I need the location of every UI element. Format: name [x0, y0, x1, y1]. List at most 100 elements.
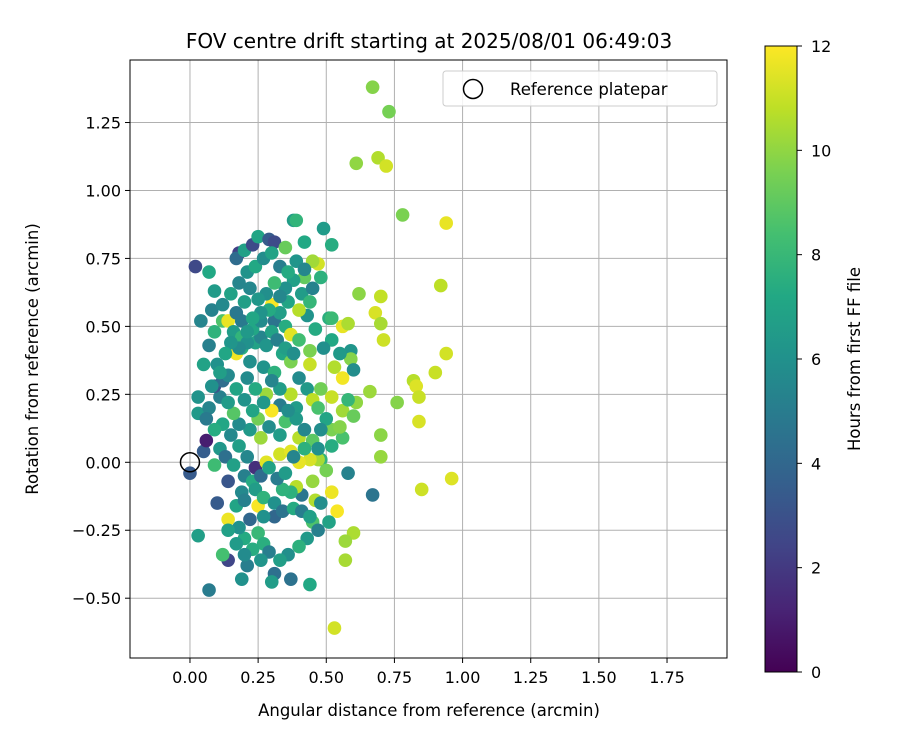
y-tick-label: 0.50 [85, 317, 121, 336]
data-point [207, 458, 222, 472]
data-point [243, 354, 257, 369]
data-point [245, 403, 260, 418]
x-tick-label: 1.50 [581, 668, 617, 687]
data-point [311, 441, 325, 456]
data-point [207, 422, 222, 437]
data-point [330, 504, 344, 519]
data-point [297, 441, 312, 456]
data-point [256, 509, 271, 524]
data-point [218, 346, 233, 361]
data-point [368, 305, 383, 320]
data-point [303, 357, 317, 372]
data-point [237, 493, 252, 508]
data-point [226, 406, 241, 421]
data-point [341, 316, 355, 331]
x-tick-label: 1.00 [445, 668, 481, 687]
y-tick-label: −0.25 [72, 521, 121, 540]
data-point [335, 403, 350, 418]
data-point [324, 390, 339, 404]
data-point [324, 311, 339, 326]
data-point [221, 512, 235, 527]
data-point [300, 382, 314, 396]
data-point [414, 482, 429, 497]
data-point [273, 289, 287, 304]
data-point [335, 431, 350, 445]
data-point [207, 325, 222, 339]
data-point [202, 265, 216, 279]
data-point [281, 403, 295, 418]
data-point [204, 303, 219, 317]
data-point [303, 295, 317, 309]
data-point [319, 412, 334, 426]
x-axis-ticks: 0.00 0.25 0.50 0.75 1.00 1.25 1.50 1.75 [172, 658, 685, 687]
data-point [240, 558, 255, 573]
data-point [284, 572, 298, 586]
data-point [215, 547, 230, 562]
colorbar-tick-label: 6 [811, 350, 821, 369]
data-point [240, 325, 255, 339]
legend: Reference platepar [442, 70, 718, 107]
data-point [199, 433, 214, 448]
data-point [363, 384, 377, 399]
data-point [444, 471, 459, 486]
data-point [234, 572, 249, 586]
data-point [327, 621, 342, 635]
data-point [273, 428, 287, 442]
data-point [229, 382, 244, 396]
data-point [303, 452, 317, 467]
data-point [311, 523, 325, 538]
data-point [221, 474, 235, 489]
legend-box [442, 70, 718, 107]
data-point [251, 526, 265, 540]
data-point [341, 466, 355, 480]
data-point [221, 523, 235, 538]
data-point [395, 208, 410, 222]
data-point [232, 417, 246, 432]
data-point [264, 246, 279, 260]
data-point [311, 401, 325, 415]
x-tick-label: 0.75 [377, 668, 413, 687]
y-axis-label: Rotation from reference (arcmin) [23, 223, 42, 495]
data-point [256, 490, 271, 505]
data-point [316, 221, 331, 236]
data-point [314, 382, 328, 396]
data-point [286, 346, 301, 361]
data-point [259, 338, 274, 353]
data-point [314, 270, 328, 285]
data-point [346, 363, 361, 377]
data-point [346, 409, 361, 423]
data-point [428, 365, 443, 380]
scatter-points [183, 80, 459, 635]
data-point [373, 428, 388, 442]
data-point [376, 333, 391, 347]
data-point [284, 387, 298, 402]
data-point [275, 504, 290, 519]
data-point [286, 450, 301, 464]
legend-entry: Reference platepar [510, 80, 668, 99]
data-point [365, 488, 380, 502]
data-point [297, 262, 312, 277]
data-point [303, 344, 317, 358]
data-point [264, 373, 279, 388]
data-point [333, 420, 347, 434]
data-point [254, 553, 268, 567]
data-point [292, 539, 306, 554]
data-point [194, 314, 208, 328]
x-tick-label: 0.00 [172, 668, 208, 687]
data-point [314, 496, 328, 510]
colorbar-tick-label: 4 [811, 454, 821, 473]
data-point [210, 496, 225, 510]
data-point [273, 447, 287, 461]
data-point [251, 229, 265, 244]
data-point [183, 466, 197, 480]
data-point [224, 335, 238, 350]
data-point [352, 286, 366, 301]
chart-title: FOV centre drift starting at 2025/08/01 … [186, 29, 672, 53]
data-point [390, 395, 404, 410]
data-point [412, 414, 426, 429]
data-point [338, 534, 353, 548]
data-point [232, 520, 246, 535]
data-point [202, 401, 216, 415]
data-point [196, 357, 211, 372]
data-point [273, 305, 287, 320]
